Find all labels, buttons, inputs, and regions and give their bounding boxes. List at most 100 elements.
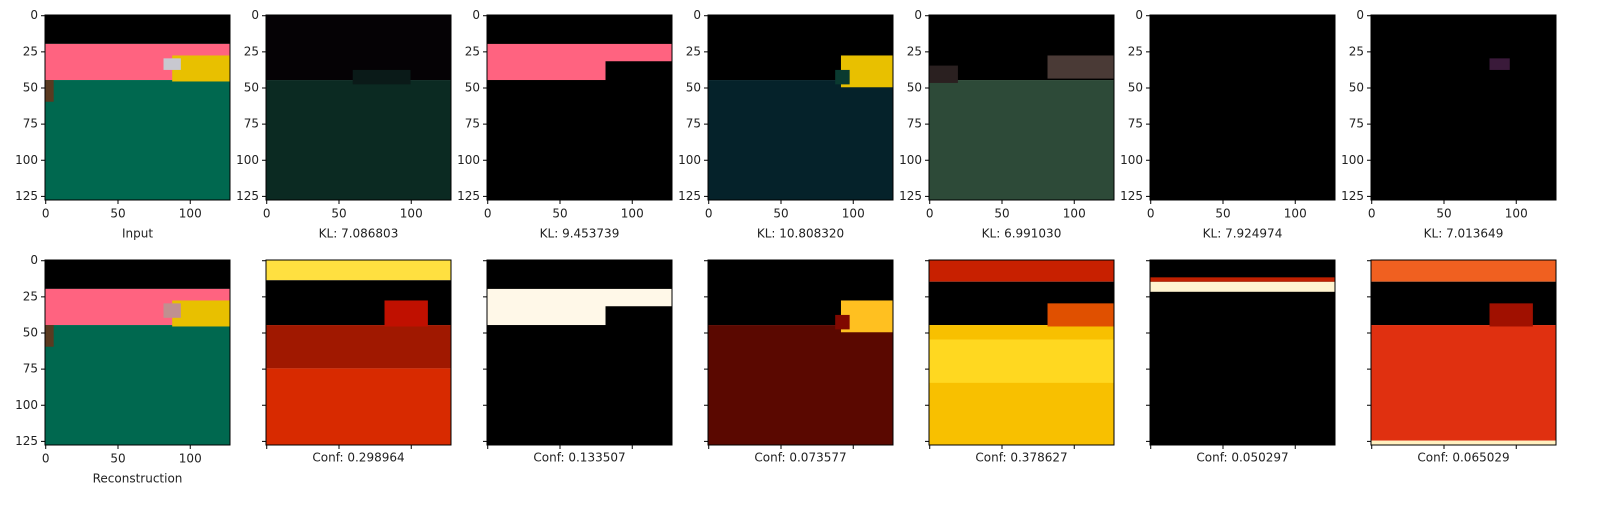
y-tick-label: 125 — [15, 189, 38, 203]
y-tick-label: 75 — [244, 117, 259, 131]
y-tick-label: 25 — [23, 44, 38, 58]
y-tick-label: 125 — [1341, 189, 1364, 203]
image-region — [266, 368, 451, 445]
x-tick-label: 50 — [1436, 207, 1451, 221]
x-tick-label: 50 — [773, 207, 788, 221]
y-tick-label: 50 — [1349, 80, 1364, 94]
x-tick-label: 0 — [1147, 207, 1155, 221]
x-tick-label: 0 — [1368, 207, 1376, 221]
image-region — [1489, 58, 1510, 70]
x-tick-label: 100 — [842, 207, 865, 221]
image-region — [1371, 15, 1556, 200]
axes-frame — [44, 259, 231, 446]
image-region — [266, 15, 451, 81]
y-tick-label: 25 — [907, 44, 922, 58]
y-tick-label: 50 — [1128, 80, 1143, 94]
image-region — [163, 58, 181, 70]
x-tick-label: 0 — [926, 207, 934, 221]
y-tick-label: 50 — [23, 80, 38, 94]
y-tick-label: 100 — [15, 153, 38, 167]
image-region — [487, 260, 672, 445]
panel-label: Conf: 0.133507 — [533, 451, 625, 465]
image-region — [266, 260, 451, 281]
panel-label: KL: 7.924974 — [1203, 227, 1283, 241]
x-tick-label: 100 — [400, 207, 423, 221]
x-tick-label: 0 — [42, 207, 50, 221]
axes-frame — [707, 14, 894, 201]
image-region — [835, 69, 850, 85]
y-tick-label: 25 — [465, 44, 480, 58]
panel: Conf: 0.050297 — [1146, 259, 1336, 465]
panel-label: KL: 6.991030 — [982, 227, 1062, 241]
x-tick-label: 100 — [621, 207, 644, 221]
axes-frame — [1370, 259, 1557, 446]
panel: Conf: 0.065029 — [1367, 259, 1557, 465]
image-region — [384, 300, 428, 327]
image-region — [605, 306, 672, 327]
y-tick-label: 75 — [465, 117, 480, 131]
y-tick-label: 100 — [899, 153, 922, 167]
x-tick-label: 50 — [110, 207, 125, 221]
x-tick-label: 50 — [994, 207, 1009, 221]
image-region — [45, 15, 230, 44]
image-region — [172, 55, 230, 82]
y-tick-label: 125 — [457, 189, 480, 203]
x-tick-label: 0 — [484, 207, 492, 221]
y-tick-label: 100 — [236, 153, 259, 167]
y-tick-label: 100 — [15, 398, 38, 412]
image-region — [1371, 440, 1556, 445]
panel: 0 50 100 0 25 50 75 100 125 KL: 6.991030 — [899, 8, 1115, 241]
axes-frame — [1149, 14, 1336, 201]
axes-frame — [265, 14, 452, 201]
panel: Conf: 0.133507 — [483, 259, 673, 465]
image-region — [1371, 325, 1556, 441]
x-tick-label: 100 — [1505, 207, 1528, 221]
image-region — [45, 80, 54, 102]
x-tick-label: 50 — [552, 207, 567, 221]
axes-frame — [265, 259, 452, 446]
y-tick-label: 0 — [1135, 8, 1143, 22]
image-region — [929, 65, 958, 83]
image-region — [929, 80, 1114, 200]
panel-label: Conf: 0.050297 — [1196, 451, 1288, 465]
image-region — [929, 339, 1114, 383]
panel-label: KL: 10.808320 — [757, 227, 844, 241]
y-tick-label: 25 — [686, 44, 701, 58]
y-tick-label: 50 — [465, 80, 480, 94]
image-region — [708, 325, 893, 445]
panel-label: Conf: 0.073577 — [754, 451, 846, 465]
x-tick-label: 100 — [179, 452, 202, 466]
panel: 0 50 100 0 25 50 75 100 125 KL: 10.808320 — [678, 8, 894, 241]
panel-label: KL: 7.086803 — [319, 227, 399, 241]
panel: 0 50 100 0 25 50 75 100 125 KL: 7.086803 — [236, 8, 452, 241]
x-tick-label: 50 — [331, 207, 346, 221]
y-tick-label: 75 — [1128, 117, 1143, 131]
image-region — [266, 80, 451, 200]
panel-label: Conf: 0.378627 — [975, 451, 1067, 465]
y-tick-label: 0 — [1356, 8, 1364, 22]
y-tick-label: 75 — [686, 117, 701, 131]
axes-frame — [928, 14, 1115, 201]
image-region — [1150, 277, 1335, 282]
y-tick-label: 125 — [899, 189, 922, 203]
x-tick-label: 0 — [705, 207, 713, 221]
y-tick-label: 75 — [23, 362, 38, 376]
image-region — [1047, 303, 1114, 327]
image-region — [708, 80, 893, 200]
y-tick-label: 100 — [1341, 153, 1364, 167]
panel-label: Conf: 0.298964 — [312, 451, 404, 465]
y-tick-label: 25 — [1128, 44, 1143, 58]
panel: 0 50 100 0 25 50 75 100 125 KL: 7.013649 — [1341, 8, 1557, 241]
panel-label: KL: 9.453739 — [540, 227, 620, 241]
axes-frame — [928, 259, 1115, 446]
image-region — [1047, 55, 1114, 79]
y-tick-label: 0 — [30, 253, 38, 267]
y-tick-label: 50 — [244, 80, 259, 94]
x-tick-label: 0 — [263, 207, 271, 221]
image-region — [45, 325, 54, 347]
panel: 0 50 100 0 25 50 75 100 125 KL: 9.453739 — [457, 8, 673, 241]
image-region — [1489, 303, 1533, 327]
panel-label: KL: 7.013649 — [1424, 227, 1504, 241]
x-tick-label: 100 — [179, 207, 202, 221]
y-tick-label: 75 — [1349, 117, 1364, 131]
